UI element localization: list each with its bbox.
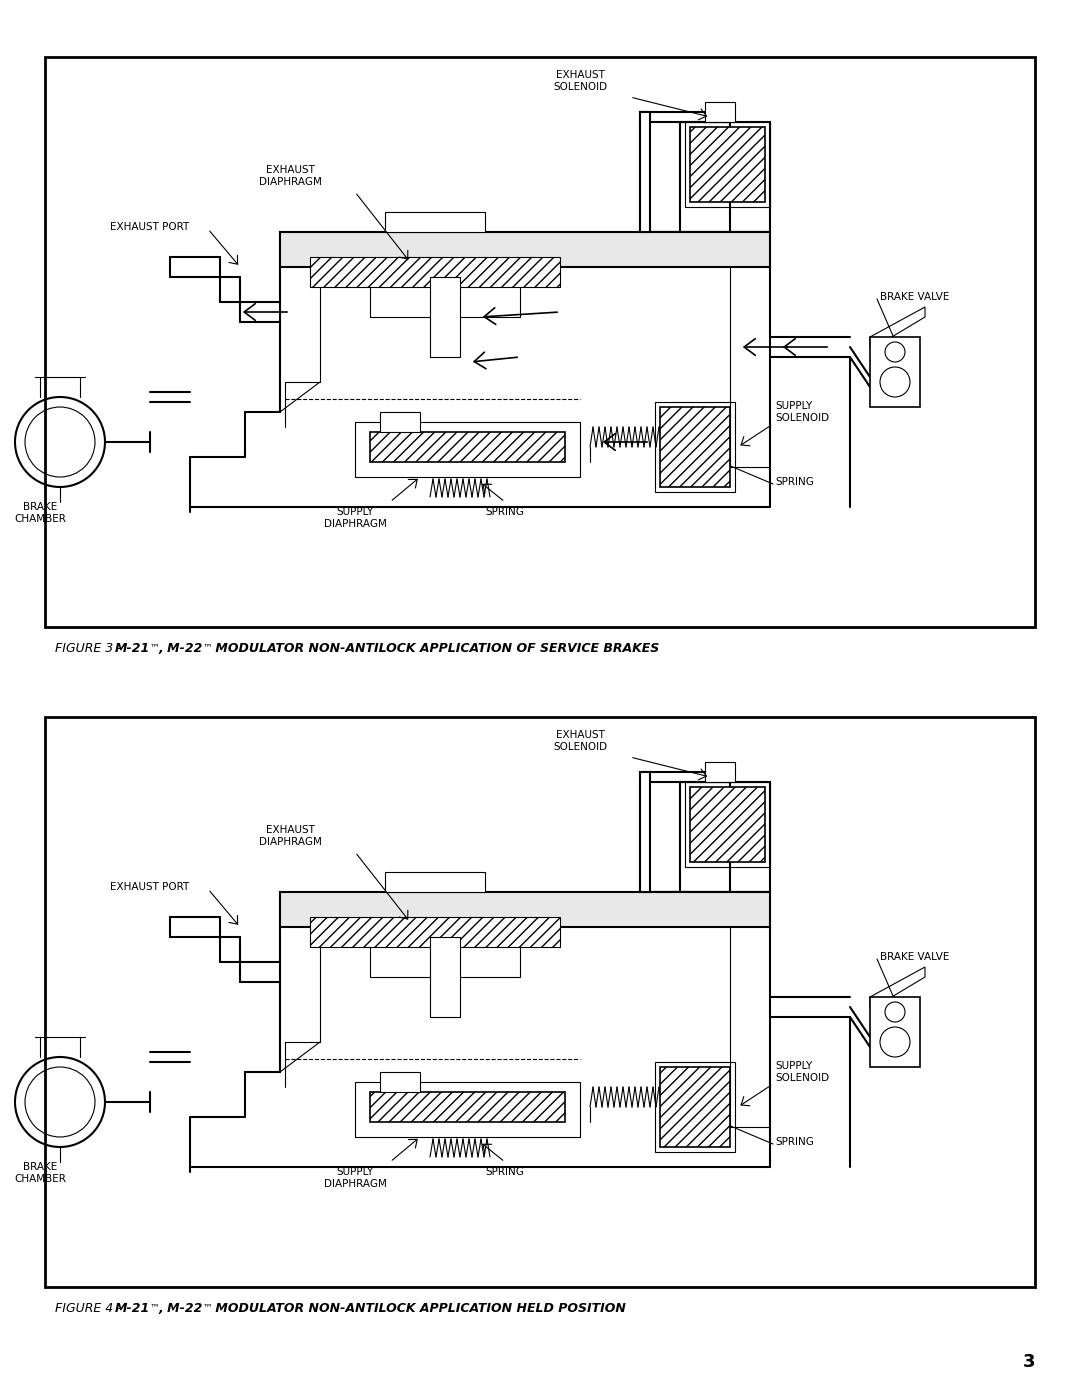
Bar [705, 761, 735, 782]
Polygon shape [870, 967, 924, 1007]
Bar [430, 277, 460, 358]
Text: ™: ™ [150, 1302, 160, 1312]
Bar [280, 893, 770, 928]
Bar [430, 937, 460, 1017]
Text: EXHAUST PORT: EXHAUST PORT [110, 222, 189, 232]
Bar [370, 942, 519, 977]
Bar [45, 57, 1035, 627]
Bar [280, 232, 770, 267]
Text: BRAKE VALVE: BRAKE VALVE [880, 951, 949, 963]
Bar [690, 787, 765, 862]
Text: ™: ™ [150, 643, 160, 652]
Text: SUPPLY
SOLENOID: SUPPLY SOLENOID [775, 401, 829, 423]
Text: BRAKE VALVE: BRAKE VALVE [880, 292, 949, 302]
Text: SUPPLY
DIAPHRAGM: SUPPLY DIAPHRAGM [324, 507, 387, 528]
Text: SUPPLY
DIAPHRAGM: SUPPLY DIAPHRAGM [324, 1166, 387, 1189]
Bar [370, 1092, 565, 1122]
Text: EXHAUST
DIAPHRAGM: EXHAUST DIAPHRAGM [258, 826, 322, 847]
Bar [654, 402, 735, 492]
Polygon shape [870, 307, 924, 346]
Text: BRAKE
CHAMBER: BRAKE CHAMBER [14, 502, 66, 524]
Text: MODULATOR NON-ANTILOCK APPLICATION OF SERVICE BRAKES: MODULATOR NON-ANTILOCK APPLICATION OF SE… [211, 643, 659, 655]
Text: SPRING: SPRING [775, 476, 814, 488]
Text: EXHAUST PORT: EXHAUST PORT [110, 882, 189, 893]
Bar [355, 422, 580, 476]
Text: FIGURE 4 -: FIGURE 4 - [55, 1302, 125, 1315]
Text: SPRING: SPRING [486, 1166, 525, 1178]
Bar [384, 212, 485, 232]
Text: EXHAUST
SOLENOID: EXHAUST SOLENOID [553, 731, 607, 752]
Bar [384, 872, 485, 893]
Bar [690, 127, 765, 203]
Bar [640, 782, 770, 893]
Bar [640, 112, 650, 232]
Bar [370, 432, 565, 462]
Bar [870, 997, 920, 1067]
Bar [705, 102, 735, 122]
Bar [685, 122, 770, 207]
Bar [45, 717, 1035, 1287]
Bar [660, 1067, 730, 1147]
Bar [870, 337, 920, 407]
Bar [310, 916, 561, 947]
Text: SPRING: SPRING [775, 1137, 814, 1147]
Text: SUPPLY
SOLENOID: SUPPLY SOLENOID [775, 1062, 829, 1083]
Text: ™: ™ [203, 643, 213, 652]
Bar [380, 1071, 420, 1092]
Text: 3: 3 [1023, 1354, 1035, 1370]
Bar [660, 407, 730, 488]
Text: EXHAUST
SOLENOID: EXHAUST SOLENOID [553, 70, 607, 92]
Text: SPRING: SPRING [486, 507, 525, 517]
Text: BRAKE
CHAMBER: BRAKE CHAMBER [14, 1162, 66, 1183]
Text: EXHAUST
DIAPHRAGM: EXHAUST DIAPHRAGM [258, 165, 322, 187]
Bar [654, 1062, 735, 1153]
Bar [310, 257, 561, 286]
Bar [370, 282, 519, 317]
Text: , M-22: , M-22 [158, 1302, 202, 1315]
Bar [380, 412, 420, 432]
Text: MODULATOR NON-ANTILOCK APPLICATION HELD POSITION: MODULATOR NON-ANTILOCK APPLICATION HELD … [211, 1302, 626, 1315]
Text: M-21: M-21 [114, 1302, 150, 1315]
Bar [640, 122, 770, 232]
Bar [640, 773, 650, 893]
Text: ™: ™ [203, 1302, 213, 1312]
Text: FIGURE 3 -: FIGURE 3 - [55, 643, 125, 655]
Bar [355, 1083, 580, 1137]
Bar [685, 782, 770, 868]
Text: , M-22: , M-22 [158, 643, 202, 655]
Text: M-21: M-21 [114, 643, 150, 655]
